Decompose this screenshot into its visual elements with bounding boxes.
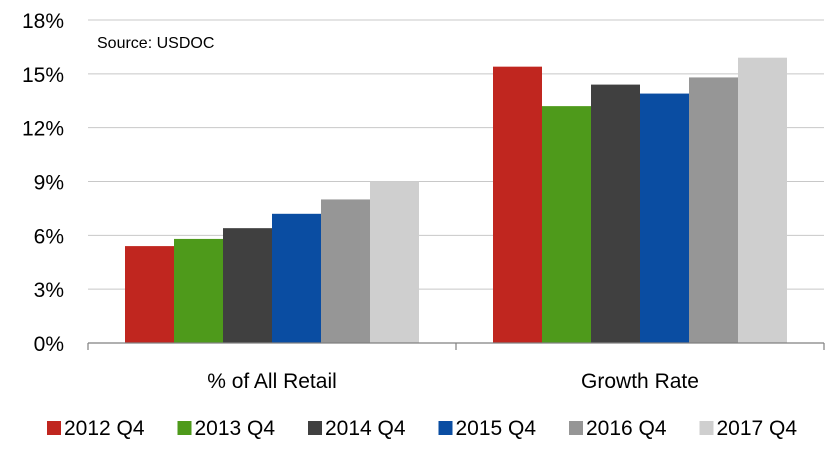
x-axis-category-labels: % of All Retail Growth Rate: [207, 370, 699, 393]
source-annotation: Source: USDOC: [97, 35, 214, 52]
bar-2017-q4-cat-1: [738, 57, 787, 343]
x-category-label: Growth Rate: [581, 370, 699, 393]
bar-2013-q4-cat-0: [174, 238, 223, 343]
bar-2015-q4-cat-1: [640, 93, 689, 343]
y-tick-label: 6%: [34, 225, 64, 248]
y-tick-label: 0%: [34, 333, 64, 356]
legend-label: 2017 Q4: [717, 417, 798, 440]
bar-2017-q4-cat-0: [370, 181, 419, 343]
x-category-label: % of All Retail: [207, 370, 337, 393]
y-tick-label: 15%: [22, 64, 64, 87]
bar-2015-q4-cat-0: [272, 213, 321, 343]
legend-label: 2015 Q4: [456, 417, 537, 440]
legend-label: 2014 Q4: [325, 417, 406, 440]
legend-swatch: [47, 421, 61, 435]
bar-2014-q4-cat-1: [591, 84, 640, 343]
bars: [125, 57, 787, 344]
legend: 2012 Q4 2013 Q4 2014 Q4 2015 Q4 2016 Q4 2017 …: [47, 417, 797, 440]
legend-label: 2012 Q4: [64, 417, 145, 440]
bar-2012-q4-cat-0: [125, 246, 174, 343]
y-tick-label: 9%: [34, 172, 64, 195]
y-tick-label: 12%: [22, 118, 64, 141]
legend-swatch: [699, 421, 714, 435]
y-axis-tick-labels: 0% 3% 6% 9% 12% 15% 18%: [22, 10, 64, 356]
y-tick-label: 3%: [34, 279, 64, 302]
axes: [87, 342, 825, 350]
bar-2013-q4-cat-1: [542, 106, 591, 343]
legend-label: 2013 Q4: [195, 417, 276, 440]
legend-swatch: [569, 421, 583, 435]
y-tick-label: 18%: [22, 10, 64, 33]
bar-2012-q4-cat-1: [493, 66, 542, 344]
legend-label: 2016 Q4: [586, 417, 667, 440]
bar-2014-q4-cat-0: [223, 228, 272, 343]
bar-2016-q4-cat-1: [689, 77, 738, 343]
legend-swatch: [438, 421, 453, 435]
legend-swatch: [177, 421, 192, 435]
legend-swatch: [308, 421, 322, 435]
bar-2016-q4-cat-0: [321, 199, 370, 343]
